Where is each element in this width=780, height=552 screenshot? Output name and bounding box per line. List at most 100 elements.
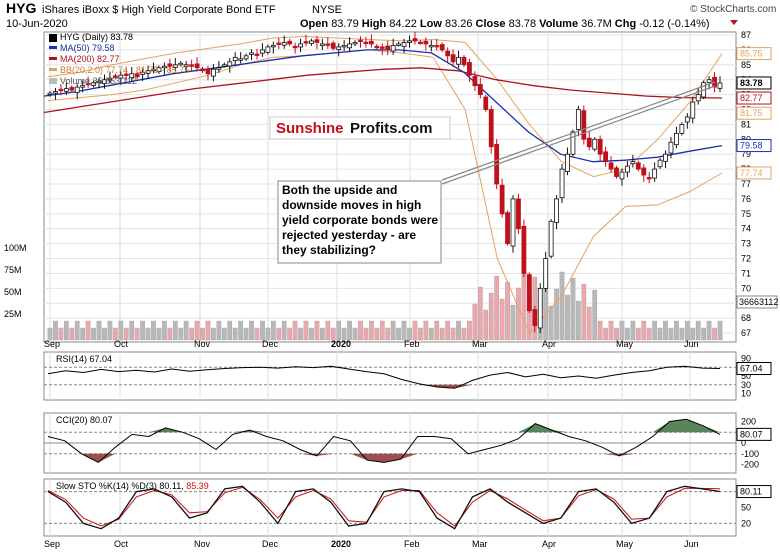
exchange: NYSE (312, 4, 342, 16)
axis-label: 50 (741, 503, 751, 513)
volume-bar (172, 320, 178, 341)
candle-body (641, 167, 647, 176)
candle-body (265, 46, 271, 53)
volume-bar (341, 327, 347, 341)
candle-body (330, 42, 336, 49)
volume-bar (309, 327, 314, 341)
candle-body (123, 73, 129, 76)
volume-bar (287, 327, 293, 341)
volume-bar (684, 320, 690, 341)
volume-bar (570, 277, 576, 341)
price-tick-label: 74 (741, 224, 751, 234)
volume-bar (336, 320, 342, 341)
volume-bar (390, 320, 396, 341)
candle-body (592, 138, 598, 150)
candle-body (205, 69, 211, 75)
candle-body (238, 58, 244, 61)
rsi-indicator: 907050301067.04 (44, 353, 772, 399)
month-label: Mar (472, 339, 488, 349)
candle-body (260, 49, 265, 54)
candle-body (221, 64, 227, 67)
candle-body (674, 132, 679, 146)
volume-bar (265, 327, 271, 341)
indicator-tag-label: 80.07 (740, 429, 763, 439)
volume-bar (205, 320, 211, 341)
price-tag-label: 81.75 (740, 108, 763, 118)
legend-volume: Volume 36,663,112 (60, 76, 137, 86)
volume-bar (712, 327, 717, 341)
candle-body (145, 70, 151, 74)
month-label: Nov (194, 539, 211, 549)
volume-bar (445, 320, 450, 341)
volume-bar (630, 320, 636, 341)
volume-bar (314, 320, 320, 341)
volume-bar (586, 306, 592, 341)
candle-body (635, 162, 641, 170)
volume-bar (641, 320, 647, 341)
volume-bars (47, 270, 723, 341)
price-tag-box (736, 139, 772, 153)
indicator-line (47, 365, 721, 389)
candle-body (336, 46, 342, 50)
candle-body (156, 67, 162, 73)
volume-bar (183, 320, 189, 341)
volume-bar (69, 327, 75, 341)
candle-body (663, 153, 668, 162)
bb-upper-line (47, 35, 723, 178)
axis-label: 30 (741, 380, 751, 390)
volume-bar (358, 320, 363, 341)
candle-body (477, 84, 483, 95)
candle-body (358, 39, 363, 42)
candle-body (418, 41, 423, 45)
volume-bar (379, 320, 385, 341)
candle-body (570, 131, 576, 155)
candle-body (374, 45, 380, 49)
candle-body (298, 43, 303, 48)
month-axis-top: Sep Oct Nov Dec 2020 Feb Mar Apr May Jun (44, 339, 699, 349)
candle-body (118, 74, 124, 79)
candle-body (183, 64, 189, 67)
volume-bar (200, 327, 205, 341)
volume-bar (260, 320, 265, 341)
volume-bar (63, 320, 69, 341)
volume-bar (249, 320, 254, 341)
volume-bar (597, 320, 603, 341)
month-label: Nov (194, 339, 211, 349)
month-label: Dec (262, 539, 279, 549)
candle-body (668, 141, 674, 154)
price-tick-label: 77 (741, 179, 751, 189)
candle-body (684, 116, 690, 123)
candle-body (347, 43, 352, 49)
axis-label: 200 (741, 416, 756, 426)
legend-price: HYG (Daily) 83.78 (60, 32, 133, 42)
candle-body (646, 177, 652, 180)
volume-bar (467, 320, 472, 341)
volume-bar (347, 320, 352, 341)
bollinger-bands (47, 35, 723, 335)
ticker-symbol: HYG (6, 0, 36, 16)
change-down-icon (730, 20, 738, 25)
volume-bar (690, 327, 696, 341)
volume-bar (483, 309, 489, 341)
month-label: Jun (684, 539, 699, 549)
volume-bar (281, 320, 287, 341)
volume-bar (706, 320, 712, 341)
candle-body (603, 151, 609, 163)
candle-body (58, 88, 64, 92)
candle-body (679, 124, 685, 134)
volume-bar (428, 327, 434, 341)
volume-bar (107, 320, 113, 341)
indicator-tag-box (736, 485, 772, 499)
candle-body (614, 167, 619, 177)
month-label: May (616, 339, 634, 349)
axis-label: 0 (741, 438, 746, 448)
svg-text:Sunshine: Sunshine (276, 120, 344, 137)
volume-bar (47, 327, 53, 341)
ma200-line (43, 67, 723, 114)
volume-bar (85, 320, 91, 341)
candle-body (456, 56, 461, 65)
trendline-upper (441, 81, 716, 181)
volume-bar (211, 327, 216, 341)
candle-body (559, 168, 565, 199)
candle-body (407, 40, 412, 43)
